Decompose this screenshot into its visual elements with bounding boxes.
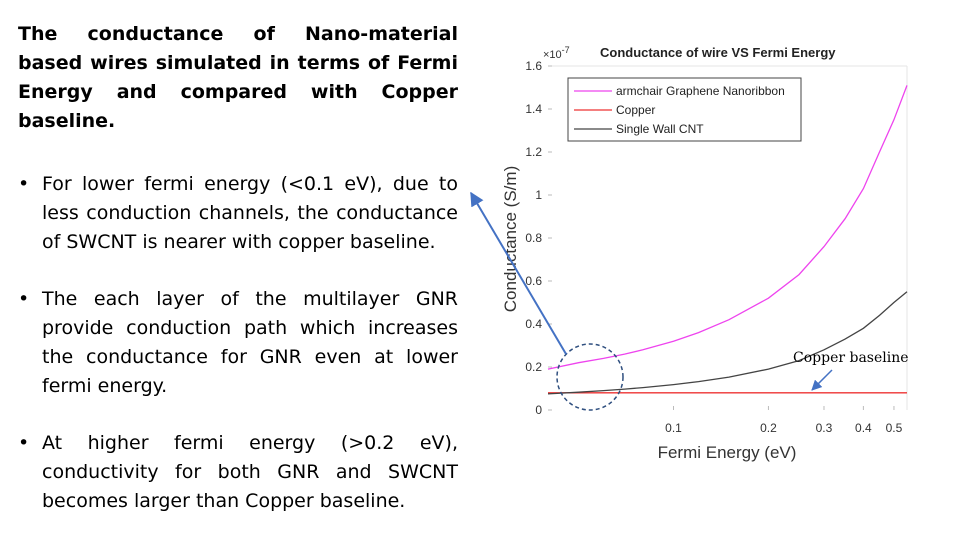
x-tick-label: 0.2 — [760, 421, 777, 435]
chart-title: Conductance of wire VS Fermi Energy — [600, 45, 836, 60]
y-tick-label: 1.4 — [525, 102, 542, 116]
y-tick-label: 1.2 — [525, 145, 542, 159]
y-exponent-label: ×10-7 — [543, 45, 570, 61]
bullet-item: • The each layer of the multilayer GNR pr… — [18, 285, 458, 401]
slide-heading: The conductance of Nano-material based w… — [18, 23, 458, 132]
y-axis-label: Conductance (S/m) — [501, 166, 520, 312]
x-axis-label: Fermi Energy (eV) — [658, 443, 797, 462]
x-tick-label: 0.3 — [816, 421, 833, 435]
x-tick-label: 0.5 — [886, 421, 903, 435]
y-tick-label: 0.6 — [525, 274, 542, 288]
bullet-item: • At higher fermi energy (>0.2 eV), condu… — [18, 429, 458, 516]
y-tick-label: 0.2 — [525, 360, 542, 374]
legend-label: armchair Graphene Nanoribbon — [616, 84, 785, 98]
y-tick-label: 0.4 — [525, 317, 542, 331]
bullet-text: At higher fermi energy (>0.2 eV), conduc… — [42, 432, 458, 512]
legend-label: Single Wall CNT — [616, 122, 704, 136]
bullet-list: • For lower fermi energy (<0.1 eV), due t… — [18, 170, 458, 516]
bullet-dot: • — [18, 288, 30, 310]
y-tick-label: 0.8 — [525, 231, 542, 245]
highlight-circle — [556, 343, 624, 411]
y-tick-label: 1 — [535, 188, 542, 202]
bullet-text: For lower fermi energy (<0.1 eV), due to… — [42, 173, 458, 253]
copper-baseline-callout: Copper baseline — [793, 350, 909, 366]
y-tick-label: 1.6 — [525, 59, 542, 73]
bullet-text: The each layer of the multilayer GNR pro… — [42, 288, 458, 397]
text-panel: The conductance of Nano-material based w… — [18, 20, 458, 516]
series-line-1 — [547, 85, 908, 370]
legend-label: Copper — [616, 103, 655, 117]
x-tick-label: 0.4 — [855, 421, 872, 435]
callout-arrow-swcnt — [470, 191, 567, 355]
x-tick-label: 0.1 — [665, 421, 682, 435]
bullet-dot: • — [18, 432, 30, 454]
bullet-item: • For lower fermi energy (<0.1 eV), due t… — [18, 170, 458, 257]
callout-arrow-copper — [811, 369, 833, 391]
y-tick-label: 0 — [535, 403, 542, 417]
bullet-dot: • — [18, 173, 30, 195]
series-line-3 — [547, 291, 908, 395]
